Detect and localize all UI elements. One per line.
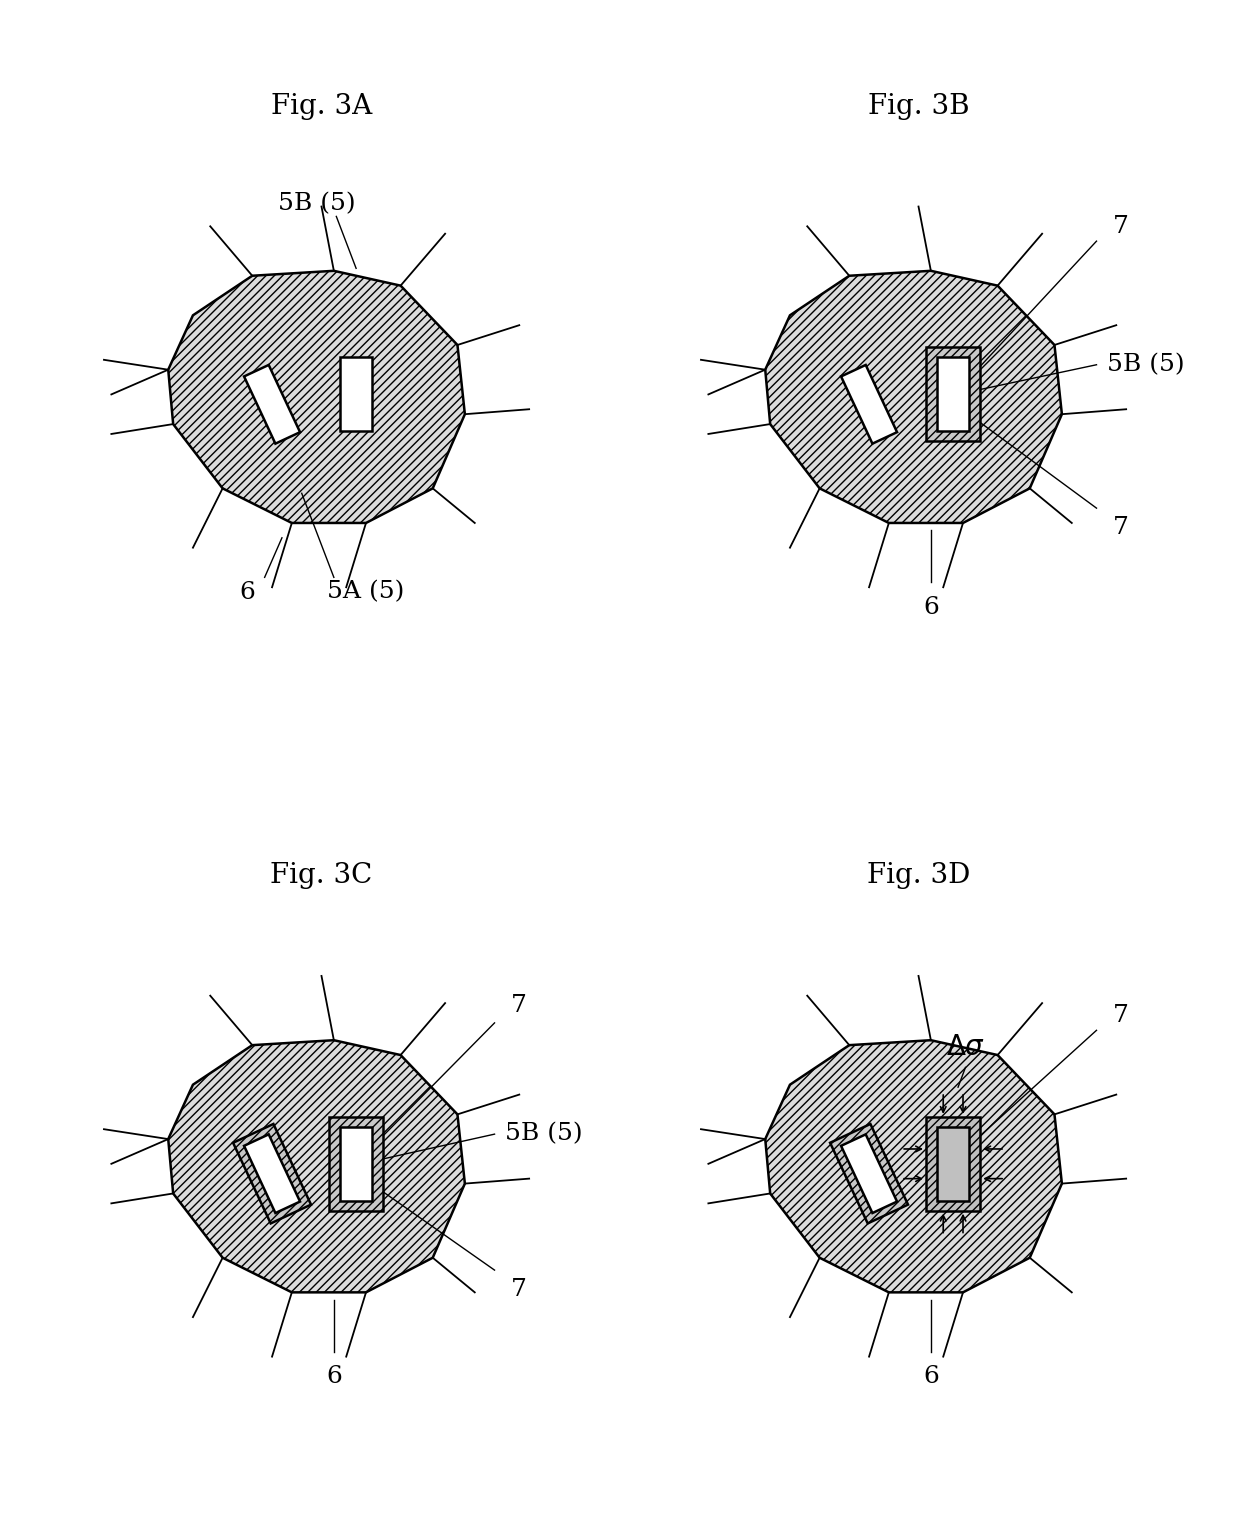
Text: 6: 6 [923,595,939,618]
Text: 7: 7 [1114,1004,1130,1027]
Text: 6: 6 [239,581,255,604]
Polygon shape [169,271,465,523]
Text: 5B (5): 5B (5) [1107,353,1184,376]
Text: $\Delta\sigma$: $\Delta\sigma$ [946,1035,985,1061]
Polygon shape [830,1124,908,1223]
Polygon shape [233,1124,311,1223]
Polygon shape [244,1134,300,1213]
Bar [340,357,372,431]
Text: 6: 6 [326,1364,342,1387]
Polygon shape [841,365,897,443]
Polygon shape [244,365,300,443]
Text: 5A (5): 5A (5) [327,581,404,604]
Text: 5B (5): 5B (5) [505,1122,583,1145]
Bar [937,357,970,431]
Polygon shape [765,1041,1061,1292]
Bar [926,1118,981,1211]
Text: 7: 7 [511,993,527,1016]
Bar [329,1118,383,1211]
Bar [340,1127,372,1200]
Polygon shape [765,271,1061,523]
Text: 7: 7 [1114,215,1130,238]
Bar [937,1127,970,1200]
Text: 5B (5): 5B (5) [278,193,356,216]
Text: Fig. 3A: Fig. 3A [270,92,372,120]
Text: 6: 6 [923,1364,939,1387]
Text: Fig. 3C: Fig. 3C [270,862,372,889]
Bar [926,348,981,442]
Text: 7: 7 [1114,517,1130,540]
Polygon shape [841,1134,897,1213]
Text: Fig. 3D: Fig. 3D [867,862,970,889]
Text: Fig. 3B: Fig. 3B [868,92,970,120]
Polygon shape [169,1041,465,1292]
Text: 7: 7 [511,1279,527,1302]
